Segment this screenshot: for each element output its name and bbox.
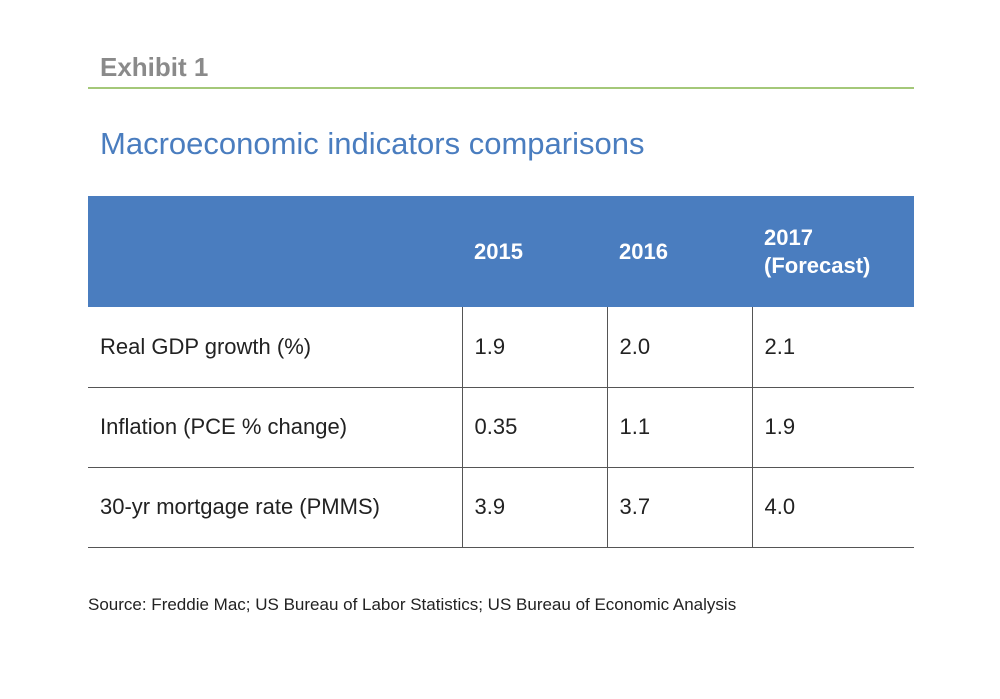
table-row: Real GDP growth (%) 1.9 2.0 2.1 [88, 307, 914, 388]
header-divider [88, 87, 914, 89]
source-note: Source: Freddie Mac; US Bureau of Labor … [88, 595, 737, 614]
row-label: Inflation (PCE % change) [88, 387, 462, 468]
table-cell: 2.1 [751, 307, 914, 388]
table-cell: 1.9 [751, 387, 914, 468]
exhibit-label: Exhibit 1 [100, 52, 209, 82]
column-header-2016: 2016 [607, 196, 752, 307]
row-label: 30-yr mortgage rate (PMMS) [88, 467, 462, 548]
indicators-table: 2015 2016 2017 (Forecast) Real GDP growt… [88, 196, 914, 548]
table-row: 30-yr mortgage rate (PMMS) 3.9 3.7 4.0 [88, 467, 914, 548]
header-row: 2015 2016 2017 (Forecast) [88, 196, 914, 307]
column-header-2015: 2015 [462, 196, 607, 307]
table-cell: 3.7 [606, 467, 752, 548]
table-cell: 2.0 [606, 307, 752, 388]
column-header-label [88, 196, 462, 307]
table-cell: 1.9 [461, 307, 607, 388]
table-cell: 3.9 [461, 467, 607, 548]
column-header-2017-forecast: 2017 (Forecast) [752, 196, 914, 307]
table-cell: 4.0 [751, 467, 914, 548]
row-label: Real GDP growth (%) [88, 307, 462, 388]
table-cell: 0.35 [461, 387, 607, 468]
table-cell: 1.1 [606, 387, 752, 468]
table-row: Inflation (PCE % change) 0.35 1.1 1.9 [88, 387, 914, 468]
table-title: Macroeconomic indicators comparisons [100, 126, 645, 161]
